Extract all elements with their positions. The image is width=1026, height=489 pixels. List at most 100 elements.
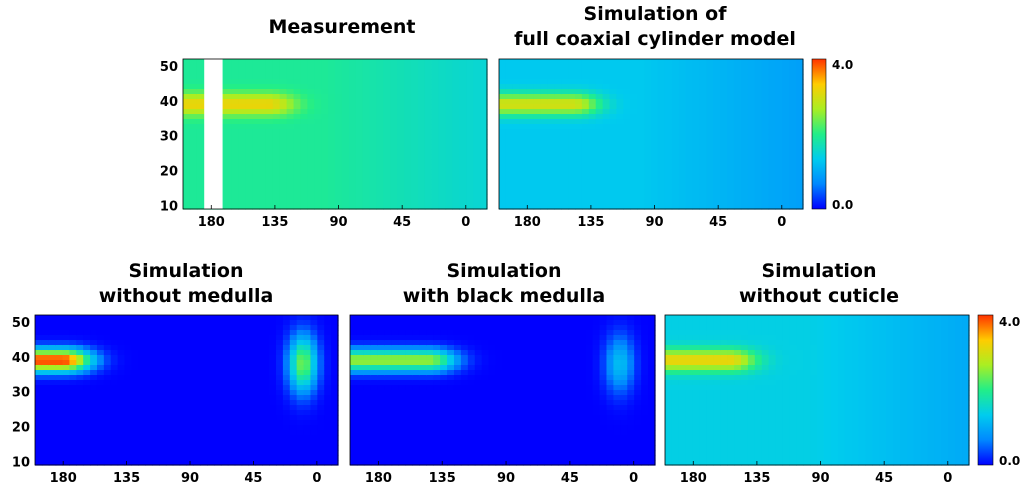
heatmap-cell	[138, 390, 146, 396]
heatmap-cell	[193, 410, 201, 416]
heatmap-cell	[775, 159, 783, 165]
heatmap-cell	[713, 194, 721, 200]
heatmap-cell	[495, 330, 504, 336]
heatmap-cell	[533, 139, 542, 145]
heatmap-cell	[526, 144, 535, 150]
heatmap-cell	[557, 370, 566, 376]
heatmap-cell	[630, 204, 638, 210]
heatmap-cell	[768, 179, 776, 185]
heatmap-cell	[630, 109, 638, 115]
heatmap-cell	[255, 345, 263, 351]
heatmap-cell	[775, 184, 783, 190]
heatmap-cell	[234, 425, 243, 431]
heatmap-cell	[245, 109, 253, 115]
heatmap-cell	[657, 89, 666, 95]
heatmap-cell	[186, 395, 194, 401]
heatmap-cell	[417, 129, 426, 135]
heatmap-cell	[189, 159, 198, 165]
heatmap-cell	[595, 144, 604, 150]
heatmap-cell	[424, 169, 433, 175]
heatmap-cell	[564, 340, 573, 346]
heatmap-cell	[193, 395, 201, 401]
heatmap-cell	[370, 430, 379, 436]
heatmap-cell	[272, 114, 281, 120]
heatmap-cell	[117, 440, 126, 446]
heatmap-cell	[523, 345, 531, 351]
heatmap-cell	[516, 330, 524, 336]
heatmap-cell	[754, 184, 763, 190]
heatmap-cell	[561, 124, 569, 130]
heatmap-cell	[265, 164, 274, 170]
heatmap-cell	[512, 169, 521, 175]
heatmap-cell	[76, 455, 84, 461]
heatmap-cell	[124, 400, 133, 406]
heatmap-cell	[657, 129, 666, 135]
heatmap-cell	[384, 370, 393, 376]
heatmap-cell	[214, 395, 222, 401]
heatmap-cell	[540, 159, 548, 165]
heatmap-cell	[350, 350, 358, 356]
heatmap-cell	[90, 415, 98, 421]
heatmap-cell	[657, 169, 666, 175]
heatmap-cell	[699, 144, 707, 150]
heatmap-cell	[519, 204, 528, 210]
heatmap-cell	[276, 330, 284, 336]
heatmap-cell	[481, 420, 490, 426]
heatmap-cell	[424, 99, 433, 105]
heatmap-cell	[83, 400, 91, 406]
heatmap-cell	[502, 415, 511, 421]
heatmap-cell	[189, 189, 198, 195]
heatmap-cell	[279, 194, 288, 200]
heatmap-cell	[575, 74, 583, 80]
heatmap-cell	[55, 435, 64, 441]
heatmap-cell	[564, 395, 573, 401]
heatmap-cell	[398, 415, 407, 421]
heatmap-cell	[384, 355, 393, 361]
heatmap-cell	[699, 109, 707, 115]
heatmap-cell	[145, 345, 153, 351]
heatmap-cell	[384, 340, 393, 346]
heatmap-cell	[362, 84, 371, 90]
heatmap-cell	[512, 184, 521, 190]
heatmap-cell	[404, 69, 412, 75]
heatmap-cell	[238, 134, 246, 140]
heatmap-cell	[630, 74, 638, 80]
heatmap-cell	[740, 104, 749, 110]
heatmap-cell	[83, 335, 91, 341]
heatmap-cell	[544, 440, 552, 446]
heatmap-cell	[303, 370, 312, 376]
heatmap-cell	[390, 194, 398, 200]
heatmap-cell	[383, 159, 391, 165]
heatmap-cell	[152, 440, 160, 446]
heatmap-cell	[602, 129, 611, 135]
heatmap-cell	[193, 460, 201, 466]
heatmap-cell	[720, 169, 728, 175]
heatmap-cell	[152, 395, 160, 401]
heatmap-cell	[575, 104, 583, 110]
heatmap-cell	[248, 425, 256, 431]
heatmap-cell	[391, 400, 400, 406]
heatmap-cell	[519, 109, 528, 115]
heatmap-cell	[571, 320, 580, 326]
heatmap-cell	[252, 139, 260, 145]
heatmap-cell	[512, 79, 521, 85]
heatmap-cell	[314, 109, 322, 115]
heatmap-cell	[350, 410, 358, 416]
heatmap-cell	[488, 370, 497, 376]
heatmap-cell	[557, 420, 566, 426]
heatmap-cell	[200, 425, 208, 431]
heatmap-cell	[445, 89, 454, 95]
heatmap-cell	[145, 355, 153, 361]
heatmap-cell	[557, 375, 566, 381]
heatmap-cell	[362, 109, 371, 115]
heatmap-cell	[433, 350, 441, 356]
heatmap-cell	[706, 179, 714, 185]
heatmap-cell	[526, 194, 535, 200]
heatmap-cell	[76, 450, 84, 456]
heatmap-cell	[685, 109, 694, 115]
heatmap-cell	[397, 204, 405, 210]
heatmap-cell	[220, 355, 229, 361]
heatmap-cell	[740, 59, 749, 65]
heatmap-cell	[183, 189, 191, 195]
heatmap-cell	[523, 400, 531, 406]
